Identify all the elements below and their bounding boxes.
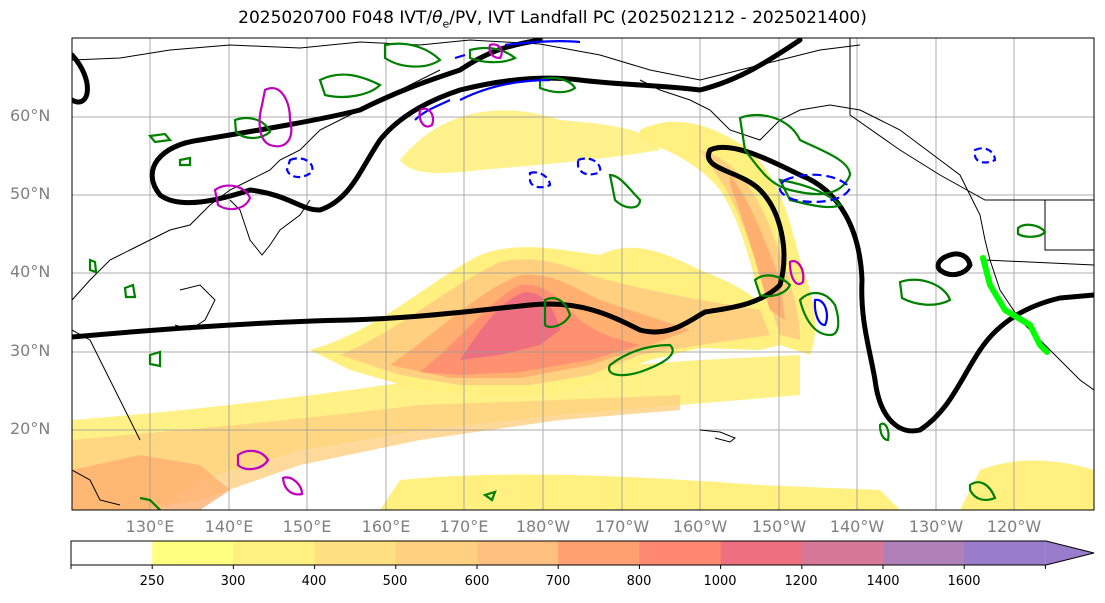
colorbar-tick-label: 1200 xyxy=(784,574,818,589)
colorbar-tick-label: 300 xyxy=(220,574,246,589)
colorbar-tick-label: 400 xyxy=(301,574,327,589)
lon-label: 180°W xyxy=(515,517,571,536)
lon-label: 160°E xyxy=(361,517,411,536)
lon-label: 130°W xyxy=(908,517,964,536)
colorbar-tick-label: 800 xyxy=(626,574,652,589)
lon-label: 160°W xyxy=(672,517,728,536)
plot-frame xyxy=(71,37,1095,511)
lon-label: 120°W xyxy=(986,517,1042,536)
lon-label: 130°E xyxy=(125,517,175,536)
map-title: 2025020700 F048 IVT/θe/PV, IVT Landfall … xyxy=(238,8,867,31)
ivt-landfall-line xyxy=(980,255,1050,355)
colorbar-tick-label: 1400 xyxy=(866,574,900,589)
colorbar-tick-label: 600 xyxy=(464,574,490,589)
lon-label: 150°W xyxy=(751,517,807,536)
pv-magenta-contours xyxy=(213,43,805,496)
lon-label: 170°E xyxy=(439,517,489,536)
colorbar-tick-label: 1600 xyxy=(947,574,981,589)
colorbar-tick-label: 250 xyxy=(139,574,165,589)
lat-label: 20°N xyxy=(10,419,51,438)
lat-label: 50°N xyxy=(10,184,51,203)
lon-label: 170°W xyxy=(594,517,650,536)
lat-label: 60°N xyxy=(10,106,51,125)
lon-label: 150°E xyxy=(282,517,332,536)
theta-e-contour xyxy=(72,38,1094,434)
colorbar-tick-label: 1000 xyxy=(703,574,737,589)
lon-label: 140°W xyxy=(829,517,885,536)
pv-blue-contours xyxy=(285,40,997,327)
pv-green-contours xyxy=(88,42,1047,510)
lon-label: 140°E xyxy=(204,517,254,536)
colorbar-tick-label: 700 xyxy=(545,574,571,589)
lat-label: 40°N xyxy=(10,262,51,281)
colorbar-tick-label: 500 xyxy=(382,574,408,589)
lat-label: 30°N xyxy=(10,341,51,360)
borders xyxy=(849,38,1095,266)
